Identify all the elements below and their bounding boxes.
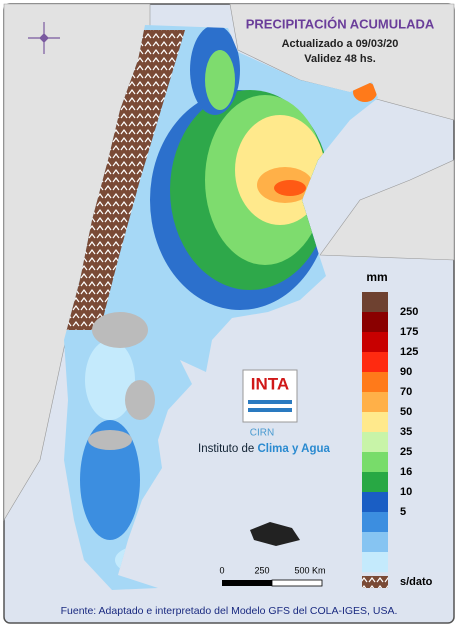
- scale-bar: [271, 579, 323, 587]
- legend-swatch: [362, 492, 388, 513]
- legend-swatch: [362, 332, 388, 353]
- legend-label: 90: [400, 366, 412, 378]
- map-title: PRECIPITACIÓN ACUMULADA: [246, 16, 435, 31]
- legend-swatch: [362, 472, 388, 493]
- malvinas: [250, 522, 300, 546]
- legend-label: 250: [400, 306, 418, 318]
- legend-swatch: [362, 432, 388, 453]
- legend: 250 175 125 90 70 50 35 25 16 10 5: [362, 292, 418, 573]
- logo-brand: INTA: [251, 374, 289, 393]
- legend-label: 10: [400, 486, 412, 498]
- legend-label: 50: [400, 406, 412, 418]
- legend-unit: mm: [366, 270, 387, 284]
- legend-swatch: [362, 292, 388, 313]
- legend-swatch: [362, 352, 388, 373]
- logo-center: CIRN: [250, 428, 274, 439]
- legend-swatch: [362, 392, 388, 413]
- compass: [28, 22, 60, 54]
- legend-label: 70: [400, 386, 412, 398]
- scale-label: 0: [219, 565, 224, 575]
- legend-swatch: [362, 372, 388, 393]
- logo-stripe: [248, 408, 292, 412]
- source: Fuente: Adaptado e interpretado del Mode…: [61, 605, 398, 617]
- scale-label: 500 Km: [294, 565, 325, 575]
- institute-prefix: Instituto de: [198, 443, 257, 455]
- legend-swatch: [362, 312, 388, 333]
- legend-label: 5: [400, 506, 406, 518]
- legend-swatch: [362, 452, 388, 473]
- no-data-swatch: [362, 576, 388, 588]
- legend-label: 16: [400, 466, 412, 478]
- neighbor-land: [229, 3, 455, 121]
- legend-swatch: [362, 552, 388, 573]
- neighbor-land: [319, 159, 455, 261]
- no-data-label: s/dato: [400, 576, 433, 588]
- institute: Instituto de Clima y Agua: [198, 443, 330, 455]
- updated: Actualizado a 09/03/20: [282, 38, 399, 50]
- legend-swatch: [362, 412, 388, 433]
- scale-label: 250: [254, 565, 269, 575]
- logo-box: [242, 369, 298, 423]
- logo-stripe: [248, 400, 292, 404]
- scale-bar: [222, 580, 272, 586]
- validity: Validez 48 hs.: [304, 53, 376, 65]
- legend-swatch: [362, 512, 388, 533]
- legend-label: 175: [400, 326, 418, 338]
- legend-label: 125: [400, 346, 418, 358]
- institute-name: Clima y Agua: [257, 443, 330, 455]
- legend-label: 35: [400, 426, 412, 438]
- legend-swatch: [362, 532, 388, 553]
- legend-label: 25: [400, 446, 412, 458]
